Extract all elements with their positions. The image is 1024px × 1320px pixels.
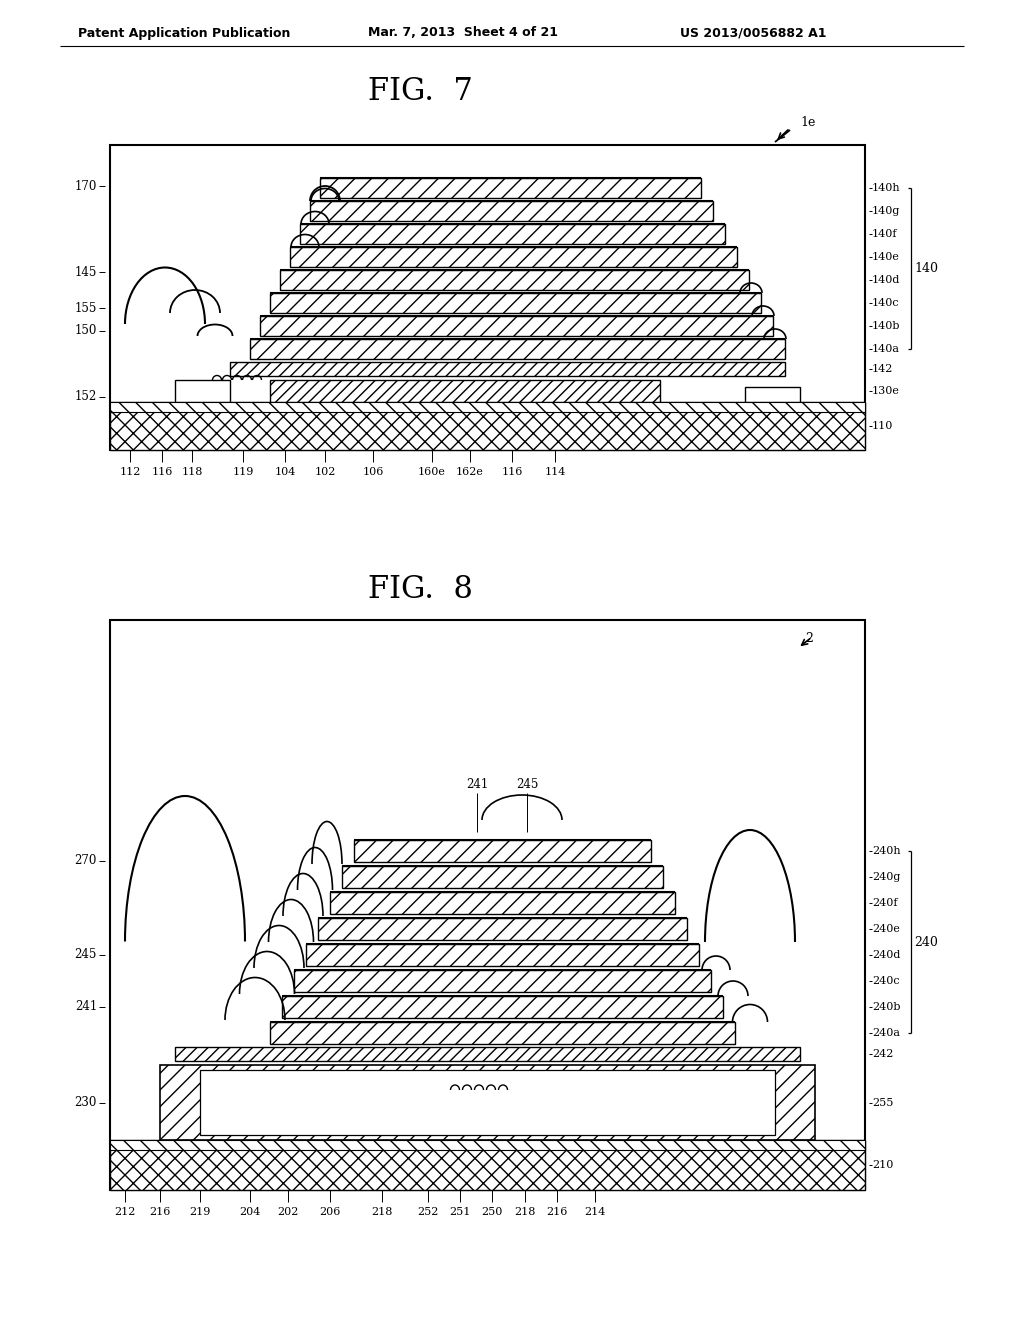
Bar <box>260 315 773 337</box>
Bar <box>330 892 675 913</box>
Text: 2: 2 <box>805 631 813 644</box>
Text: 216: 216 <box>150 1206 171 1217</box>
Bar <box>175 380 230 403</box>
Text: 204: 204 <box>240 1206 261 1217</box>
Text: 255: 255 <box>872 1098 893 1107</box>
Text: 240: 240 <box>914 936 938 949</box>
Bar <box>175 1047 800 1061</box>
Text: 140c: 140c <box>872 298 900 308</box>
Text: Mar. 7, 2013  Sheet 4 of 21: Mar. 7, 2013 Sheet 4 of 21 <box>368 26 558 40</box>
Bar <box>110 1140 865 1191</box>
Text: 140f: 140f <box>872 228 897 239</box>
Bar <box>200 1071 775 1135</box>
Bar <box>294 970 711 993</box>
Text: Patent Application Publication: Patent Application Publication <box>78 26 291 40</box>
Text: 116: 116 <box>152 467 173 477</box>
Text: 241: 241 <box>466 779 488 792</box>
Text: 240e: 240e <box>872 924 900 935</box>
Bar <box>110 620 865 1191</box>
Text: 140: 140 <box>914 261 938 275</box>
Text: 140b: 140b <box>872 321 900 331</box>
Text: FIG.  8: FIG. 8 <box>368 574 472 606</box>
Text: 218: 218 <box>514 1206 536 1217</box>
Text: 241: 241 <box>75 1001 97 1014</box>
Text: 242: 242 <box>872 1049 893 1059</box>
Text: 252: 252 <box>418 1206 438 1217</box>
Text: 102: 102 <box>314 467 336 477</box>
Bar <box>342 866 663 888</box>
Bar <box>318 917 687 940</box>
Text: 210: 210 <box>872 1160 893 1170</box>
Text: 106: 106 <box>362 467 384 477</box>
Text: 212: 212 <box>115 1206 136 1217</box>
Text: 152: 152 <box>75 391 97 404</box>
Text: 230: 230 <box>75 1097 97 1110</box>
Text: 245: 245 <box>75 949 97 961</box>
Text: 240g: 240g <box>872 873 900 882</box>
Bar <box>110 1140 865 1150</box>
Text: 206: 206 <box>319 1206 341 1217</box>
Bar <box>110 145 865 450</box>
Text: 130e: 130e <box>872 385 900 396</box>
Text: 1e: 1e <box>800 116 815 128</box>
Bar <box>310 201 713 220</box>
Text: 219: 219 <box>189 1206 211 1217</box>
Text: 202: 202 <box>278 1206 299 1217</box>
Bar <box>745 387 800 403</box>
Text: 145: 145 <box>75 265 97 279</box>
Text: 118: 118 <box>181 467 203 477</box>
Text: 150: 150 <box>75 325 97 338</box>
Text: 240c: 240c <box>872 975 900 986</box>
Bar <box>270 1022 735 1044</box>
Bar <box>280 271 749 290</box>
Text: 240a: 240a <box>872 1028 900 1038</box>
Text: 140e: 140e <box>872 252 900 261</box>
Text: 245: 245 <box>516 779 539 792</box>
Bar <box>290 247 737 267</box>
Text: 104: 104 <box>274 467 296 477</box>
Text: 119: 119 <box>232 467 254 477</box>
Text: 142: 142 <box>872 364 893 374</box>
Text: 250: 250 <box>481 1206 503 1217</box>
Bar <box>319 178 701 198</box>
Text: FIG.  7: FIG. 7 <box>368 77 472 107</box>
Text: 240h: 240h <box>872 846 901 855</box>
Text: 155: 155 <box>75 301 97 314</box>
Text: 112: 112 <box>120 467 140 477</box>
Bar <box>300 224 725 244</box>
Text: 214: 214 <box>585 1206 605 1217</box>
Text: 251: 251 <box>450 1206 471 1217</box>
Bar <box>282 997 723 1018</box>
Text: 270: 270 <box>75 854 97 867</box>
Text: 140d: 140d <box>872 275 900 285</box>
Text: 240b: 240b <box>872 1002 900 1012</box>
Text: 140h: 140h <box>872 183 901 193</box>
Bar <box>306 944 699 966</box>
Bar <box>110 403 865 450</box>
Text: 140a: 140a <box>872 345 900 354</box>
Text: 140g: 140g <box>872 206 900 216</box>
Text: 110: 110 <box>872 421 893 432</box>
Text: 160e: 160e <box>418 467 445 477</box>
Text: 218: 218 <box>372 1206 392 1217</box>
Text: 162e: 162e <box>456 467 484 477</box>
Text: 240d: 240d <box>872 950 900 960</box>
Bar <box>270 293 761 313</box>
Text: 114: 114 <box>545 467 565 477</box>
Text: 216: 216 <box>547 1206 567 1217</box>
Text: 116: 116 <box>502 467 522 477</box>
Text: US 2013/0056882 A1: US 2013/0056882 A1 <box>680 26 826 40</box>
Bar <box>160 1065 815 1140</box>
Bar <box>270 380 660 403</box>
Bar <box>354 840 651 862</box>
Bar <box>110 403 865 412</box>
Text: 170: 170 <box>75 180 97 193</box>
Bar <box>250 339 785 359</box>
Bar <box>230 362 785 376</box>
Text: 240f: 240f <box>872 898 897 908</box>
